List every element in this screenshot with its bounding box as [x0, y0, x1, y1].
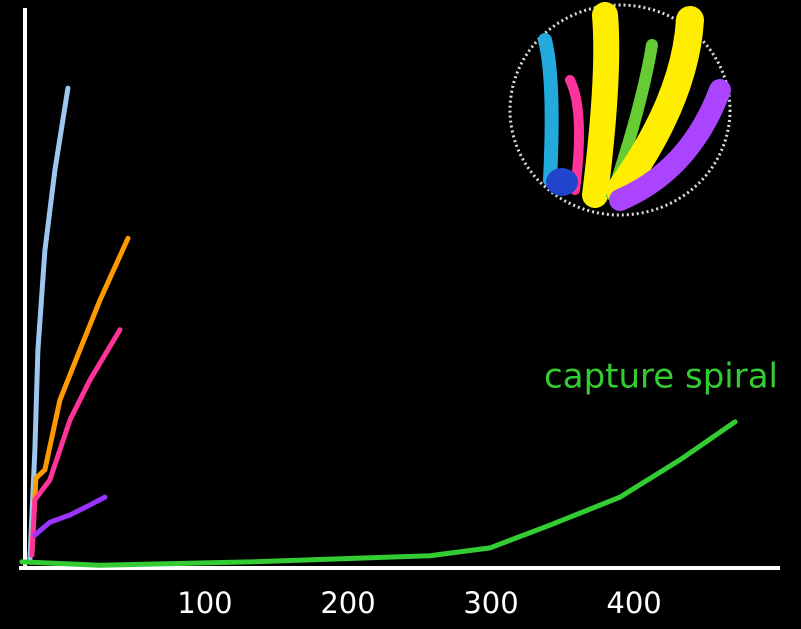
x-tick-label: 300 [463, 586, 518, 620]
series-line [32, 494, 108, 538]
annotation: capture spiral [544, 357, 778, 397]
gland-illustration [508, 2, 732, 217]
x-tick-label: 200 [320, 586, 375, 620]
series-line [27, 85, 71, 563]
series-line [29, 327, 123, 558]
x-tick-label: 400 [606, 586, 661, 620]
series-line [19, 419, 738, 568]
series-line [29, 235, 131, 558]
x-tick-label: 100 [177, 586, 232, 620]
